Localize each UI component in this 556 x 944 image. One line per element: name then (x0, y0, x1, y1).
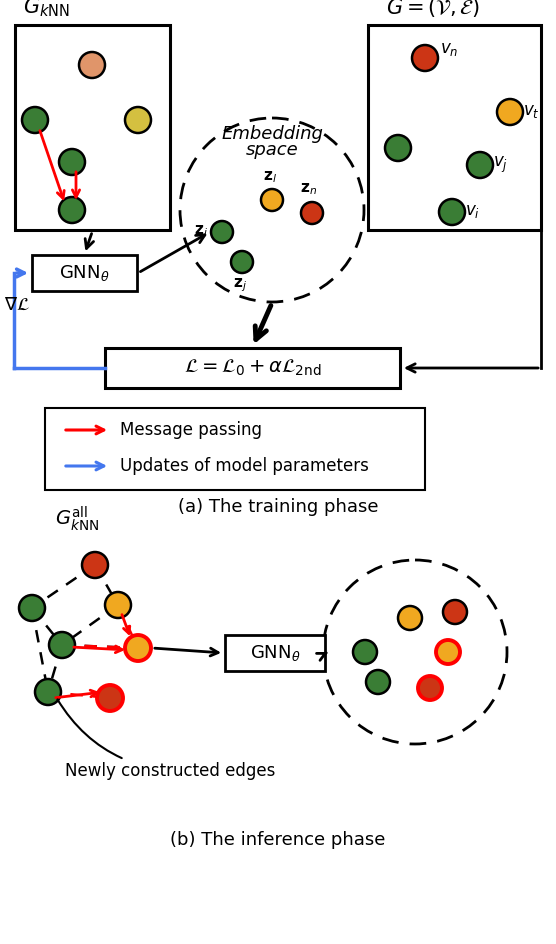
Circle shape (125, 107, 151, 133)
Text: $v_j$: $v_j$ (493, 155, 508, 175)
Text: $v_t$: $v_t$ (523, 104, 540, 121)
Bar (225, 635, 325, 671)
Circle shape (439, 199, 465, 225)
Circle shape (22, 107, 48, 133)
Text: $v_n$: $v_n$ (440, 42, 458, 59)
Circle shape (82, 552, 108, 578)
Circle shape (49, 632, 75, 658)
Text: $\mathrm{GNN}_\theta$: $\mathrm{GNN}_\theta$ (250, 643, 300, 663)
Text: $\mathbf{z}_j$: $\mathbf{z}_j$ (233, 276, 247, 294)
Text: $\mathrm{GNN}_\theta$: $\mathrm{GNN}_\theta$ (59, 263, 110, 283)
Text: $\mathbf{z}_l$: $\mathbf{z}_l$ (263, 169, 277, 185)
Circle shape (211, 221, 233, 243)
Bar (15, 25, 170, 230)
Circle shape (353, 640, 377, 664)
Circle shape (19, 595, 45, 621)
Circle shape (97, 685, 123, 711)
Text: Message passing: Message passing (120, 421, 262, 439)
Circle shape (261, 189, 283, 211)
Text: $v_i$: $v_i$ (465, 204, 480, 221)
Text: Newly constructed edges: Newly constructed edges (57, 700, 275, 780)
Circle shape (385, 135, 411, 161)
Circle shape (231, 251, 253, 273)
Text: (b) The inference phase: (b) The inference phase (170, 831, 386, 849)
Text: $G=(\mathcal{V},\mathcal{E})$: $G=(\mathcal{V},\mathcal{E})$ (386, 0, 480, 19)
Text: Embedding: Embedding (221, 125, 323, 143)
Circle shape (105, 592, 131, 618)
Text: $\mathcal{L}=\mathcal{L}_0+\alpha\mathcal{L}_\mathrm{2nd}$: $\mathcal{L}=\mathcal{L}_0+\alpha\mathca… (183, 358, 321, 379)
Circle shape (35, 679, 61, 705)
Circle shape (366, 670, 390, 694)
Text: $\mathbf{z}_i$: $\mathbf{z}_i$ (194, 223, 208, 239)
Circle shape (412, 45, 438, 71)
Bar (45, 408, 425, 490)
Bar (105, 348, 400, 388)
Bar (32, 255, 137, 291)
Text: $G_{k\mathrm{NN}}^{\mathrm{all}}$: $G_{k\mathrm{NN}}^{\mathrm{all}}$ (55, 504, 99, 533)
Circle shape (443, 600, 467, 624)
Text: $G_{k\mathrm{NN}}$: $G_{k\mathrm{NN}}$ (23, 0, 70, 19)
Circle shape (59, 149, 85, 175)
Text: space: space (246, 141, 299, 159)
Circle shape (436, 640, 460, 664)
Circle shape (467, 152, 493, 178)
Circle shape (125, 635, 151, 661)
Text: (a) The training phase: (a) The training phase (178, 498, 378, 516)
Circle shape (59, 197, 85, 223)
Bar (368, 25, 541, 230)
Circle shape (418, 676, 442, 700)
Text: Updates of model parameters: Updates of model parameters (120, 457, 369, 475)
Circle shape (398, 606, 422, 630)
Circle shape (497, 99, 523, 125)
Text: $\mathbf{z}_n$: $\mathbf{z}_n$ (300, 181, 317, 197)
Text: $\nabla\mathcal{L}$: $\nabla\mathcal{L}$ (4, 296, 30, 314)
Circle shape (301, 202, 323, 224)
Circle shape (79, 52, 105, 78)
